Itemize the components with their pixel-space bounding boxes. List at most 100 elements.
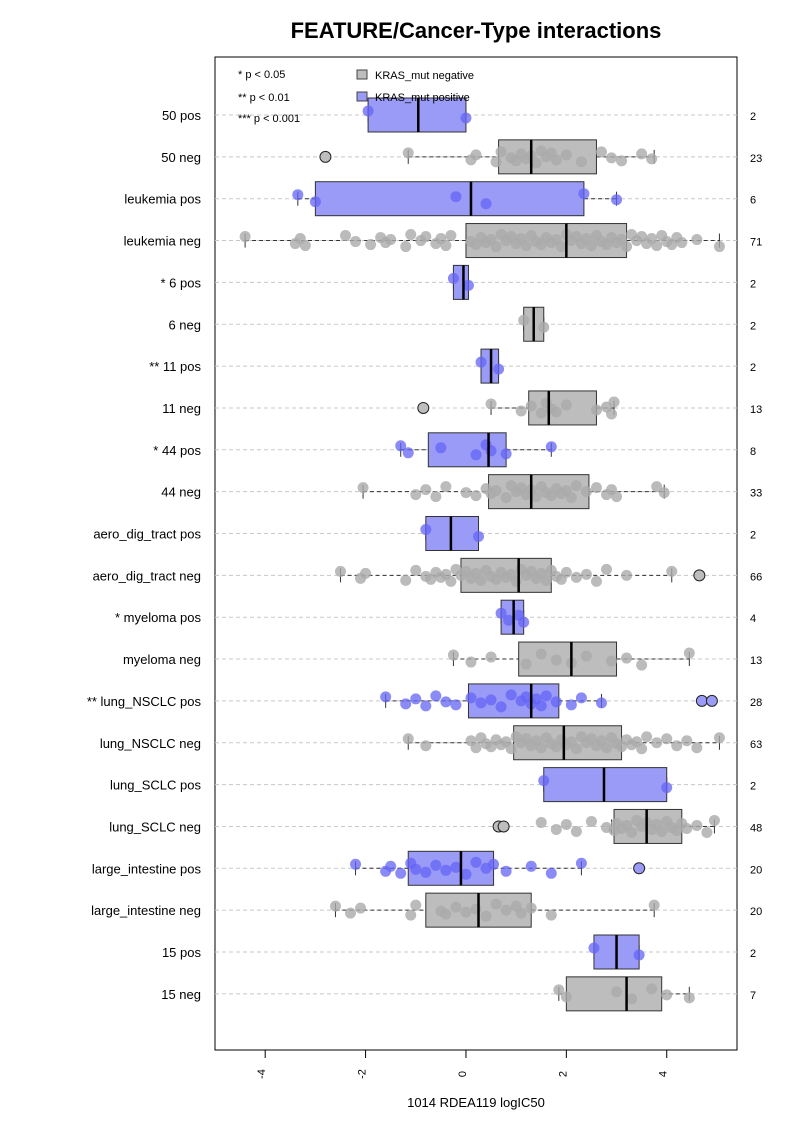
group-count: 20 [750, 906, 762, 918]
data-point [445, 230, 457, 242]
data-point [450, 699, 462, 711]
data-point [661, 989, 673, 1001]
y-axis-labels: 50 pos 50 neg leukemia pos leukemia neg * 6 … [87, 108, 202, 1002]
outlier-point [319, 150, 332, 163]
group-count: 2 [750, 111, 756, 123]
data-point [410, 489, 422, 501]
data-point [570, 571, 582, 583]
data-point [676, 237, 688, 249]
group-count: 66 [750, 571, 762, 583]
data-point [621, 652, 633, 664]
data-point [570, 743, 582, 755]
data-point [651, 737, 663, 749]
outlier-point [497, 820, 510, 833]
data-point [447, 272, 459, 284]
group-count: 2 [750, 362, 756, 374]
data-point [550, 696, 562, 708]
group-count: 4 [750, 613, 756, 625]
data-point [420, 700, 432, 712]
data-point [713, 732, 725, 744]
data-point [400, 698, 412, 710]
data-point [395, 440, 407, 452]
data-point [465, 656, 477, 668]
sig-legend-2: ** p < 0.01 [238, 92, 290, 104]
group-count: 7 [750, 990, 756, 1002]
data-point [402, 733, 414, 745]
data-point [626, 826, 638, 838]
group-label: lung_SCLC pos [110, 778, 202, 793]
data-point [540, 690, 552, 702]
data-point [550, 406, 562, 418]
group-label: 15 pos [162, 945, 202, 960]
data-point [616, 155, 628, 167]
data-point [309, 196, 321, 208]
data-point [350, 858, 362, 870]
data-point [450, 901, 462, 913]
data-point [500, 448, 512, 460]
data-point [691, 742, 703, 754]
group-count: 63 [750, 739, 762, 751]
data-point [470, 903, 482, 915]
group-label: lung_NSCLC neg [100, 736, 201, 751]
data-point [538, 775, 550, 787]
data-point [666, 565, 678, 577]
data-point [500, 865, 512, 877]
group-label: aero_dig_tract pos [93, 527, 201, 542]
data-point [606, 655, 618, 667]
data-point [334, 565, 346, 577]
x-axis: -4 -2 0 2 4 [256, 1049, 670, 1079]
data-point [503, 614, 515, 626]
data-point [633, 949, 645, 961]
group-label: * myeloma pos [115, 610, 201, 625]
data-point [460, 868, 472, 880]
data-point [495, 607, 507, 619]
data-point [560, 991, 572, 1003]
box [314, 181, 585, 217]
group-label: lung_SCLC neg [109, 819, 201, 834]
data-point [580, 486, 592, 498]
group-count: 20 [750, 864, 762, 876]
data-point [545, 867, 557, 879]
group-label: 50 neg [161, 150, 201, 165]
data-point [588, 942, 600, 954]
data-point [606, 152, 618, 164]
data-point [530, 157, 542, 169]
data-point [608, 396, 620, 408]
boxes [239, 97, 725, 1012]
data-point [601, 742, 612, 754]
data-point [365, 239, 377, 251]
data-point [505, 743, 517, 755]
data-point [460, 487, 472, 499]
data-point [646, 983, 658, 995]
legend-label-negative: KRAS_mut negative [375, 70, 474, 82]
data-point [475, 697, 487, 709]
data-point [515, 405, 527, 417]
data-point [585, 815, 597, 827]
data-point [518, 314, 530, 326]
data-point [545, 441, 557, 453]
group-label: 6 neg [168, 317, 201, 332]
box [543, 767, 668, 803]
data-point [595, 146, 607, 158]
x-tick-label: -2 [357, 1069, 369, 1079]
data-point [480, 198, 492, 210]
data-point [385, 234, 397, 246]
data-point [656, 825, 668, 837]
data-point [410, 564, 422, 576]
legend-swatch-negative [356, 69, 368, 80]
data-point [490, 485, 502, 497]
x-axis-label: 1014 RDEA119 logIC50 [407, 1095, 545, 1110]
data-point [402, 147, 414, 159]
data-point [661, 782, 673, 794]
data-point [560, 818, 572, 830]
data-point [420, 231, 432, 243]
data-point [535, 816, 547, 828]
group-count: 28 [750, 697, 762, 709]
outlier-point [693, 569, 706, 582]
data-point [420, 484, 432, 496]
data-point [651, 481, 663, 493]
data-point [601, 563, 612, 575]
data-point [480, 910, 492, 922]
data-point [585, 240, 597, 252]
data-point [648, 899, 660, 911]
